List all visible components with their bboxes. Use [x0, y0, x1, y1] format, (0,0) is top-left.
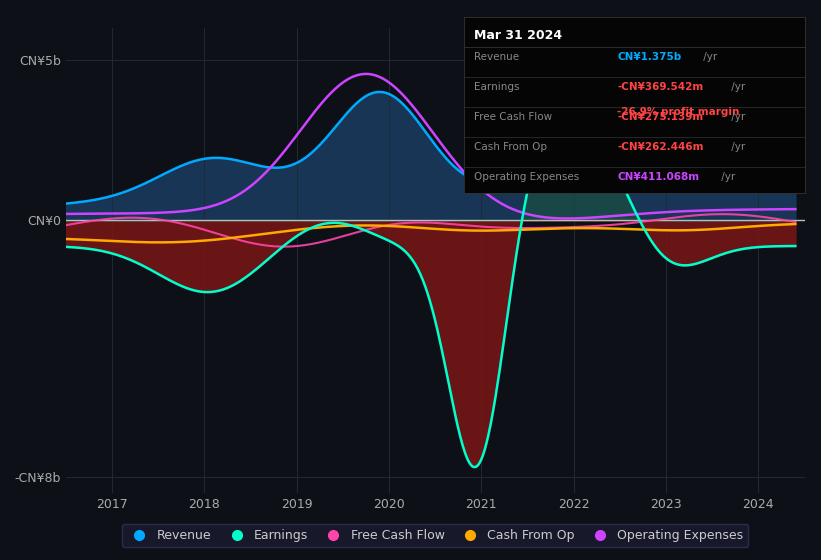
Text: CN¥1.375b: CN¥1.375b: [617, 52, 681, 62]
Text: Earnings: Earnings: [474, 82, 520, 92]
Text: -CN¥369.542m: -CN¥369.542m: [617, 82, 704, 92]
Text: /yr: /yr: [727, 82, 745, 92]
Legend: Revenue, Earnings, Free Cash Flow, Cash From Op, Operating Expenses: Revenue, Earnings, Free Cash Flow, Cash …: [122, 524, 749, 547]
Text: -26.9% profit margin: -26.9% profit margin: [617, 107, 740, 117]
Text: CN¥411.068m: CN¥411.068m: [617, 172, 699, 182]
Text: /yr: /yr: [727, 112, 745, 122]
Text: /yr: /yr: [727, 142, 745, 152]
Text: -CN¥262.446m: -CN¥262.446m: [617, 142, 704, 152]
Text: Operating Expenses: Operating Expenses: [474, 172, 580, 182]
Text: -CN¥275.139m: -CN¥275.139m: [617, 112, 704, 122]
Text: /yr: /yr: [700, 52, 718, 62]
Text: Mar 31 2024: Mar 31 2024: [474, 29, 562, 42]
Text: /yr: /yr: [718, 172, 736, 182]
Text: Revenue: Revenue: [474, 52, 519, 62]
Text: Free Cash Flow: Free Cash Flow: [474, 112, 553, 122]
Text: Cash From Op: Cash From Op: [474, 142, 547, 152]
